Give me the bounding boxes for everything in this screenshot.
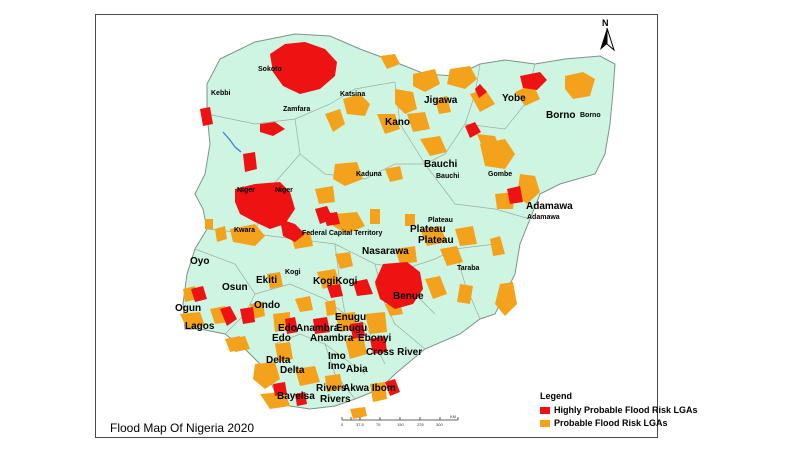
scale-tick-3: 150: [397, 422, 404, 427]
label-bauchi: Bauchi: [424, 159, 458, 170]
scale-bar: 0 37.5 75 150 225 300 KM: [341, 414, 459, 427]
label-ogun: Ogun: [175, 303, 202, 314]
scale-tick-0: 0: [341, 422, 344, 427]
legend-label-high-risk: Highly Probable Flood Risk LGAs: [554, 405, 698, 415]
label-cross-river: Cross River: [366, 347, 423, 358]
label-imo-1: Imo: [328, 351, 346, 362]
label-yobe: Yobe: [502, 93, 526, 104]
scale-tick-5: 300: [436, 422, 443, 427]
label-imo-2: Imo: [328, 361, 346, 372]
label-adamawa: Adamawa: [526, 201, 573, 212]
map-title: Flood Map Of Nigeria 2020: [110, 421, 255, 435]
label-delta-1: Delta: [266, 355, 291, 366]
label-kogi-big: KogiKogi: [313, 276, 358, 287]
scale-tick-4: 225: [417, 422, 424, 427]
label-kogi-small: Kogi: [285, 269, 301, 276]
label-enugu: Enugu: [335, 312, 367, 323]
label-lagos: Lagos: [185, 321, 215, 332]
label-fct: Federal Capital Territory: [302, 230, 383, 237]
label-edo-2: Edo: [272, 333, 291, 344]
scale-unit: KM: [450, 414, 456, 419]
label-borno-small: Borno: [580, 112, 601, 119]
label-abia: Abia: [346, 364, 368, 375]
label-ondo: Ondo: [254, 300, 281, 311]
label-ebonyi: Ebonyi: [358, 333, 392, 344]
label-kaduna: Kaduna: [356, 171, 382, 178]
label-jigawa: Jigawa: [424, 95, 458, 106]
label-niger-1: Niger: [237, 187, 255, 194]
label-benue: Benue: [393, 291, 424, 302]
north-label: N: [602, 18, 609, 28]
river: [222, 131, 242, 153]
label-plateau-a: Plateau: [410, 224, 446, 235]
probable-risk-swatch: [540, 419, 550, 427]
legend-title: Legend: [540, 391, 573, 401]
label-kebbi: Kebbi: [211, 90, 231, 97]
label-katsina: Katsina: [340, 91, 366, 98]
label-bayelsa: Bayelsa: [277, 391, 315, 402]
label-anambra-2: Anambra: [310, 333, 354, 344]
label-akwa-ibom: Akwa Ibom: [343, 383, 396, 394]
label-ekiti: Ekiti: [256, 275, 278, 286]
label-edo-1: Edo: [278, 323, 297, 334]
label-nasarawa: Nasarawa: [362, 246, 409, 257]
label-kwara: Kwara: [234, 227, 256, 234]
label-plateau-b: Plateau: [418, 235, 454, 246]
label-adamawa-small: Adamawa: [527, 214, 560, 221]
label-sokoto: Sokoto: [258, 66, 282, 73]
label-delta-2: Delta: [280, 365, 305, 376]
label-plateau-small: Plateau: [428, 217, 453, 224]
label-oyo: Oyo: [190, 256, 210, 267]
label-enugu-2: Enugu: [336, 323, 368, 334]
label-taraba: Taraba: [457, 265, 480, 272]
label-bauchi-small: Bauchi: [436, 173, 460, 180]
scale-tick-1: 37.5: [356, 422, 365, 427]
label-kano: Kano: [385, 117, 410, 128]
high-risk-swatch: [540, 406, 550, 414]
high-risk-areas: [191, 42, 547, 406]
label-borno: Borno: [546, 110, 576, 121]
label-rivers-2: Rivers: [320, 394, 351, 405]
label-gombe: Gombe: [488, 171, 513, 178]
legend-item-probable-risk: Probable Flood Risk LGAs: [540, 418, 668, 428]
nigeria-map: [180, 33, 616, 419]
scale-tick-2: 75: [376, 422, 381, 427]
label-osun: Osun: [222, 282, 248, 293]
label-rivers-1: Rivers: [316, 383, 347, 394]
north-arrow-icon: [600, 27, 616, 52]
label-anambra-1: Anambra: [296, 323, 340, 334]
legend-label-probable-risk: Probable Flood Risk LGAs: [554, 418, 668, 428]
legend-item-high-risk: Highly Probable Flood Risk LGAs: [540, 405, 698, 415]
label-zamfara: Zamfara: [283, 106, 311, 113]
label-niger-2: Niger: [275, 187, 293, 194]
